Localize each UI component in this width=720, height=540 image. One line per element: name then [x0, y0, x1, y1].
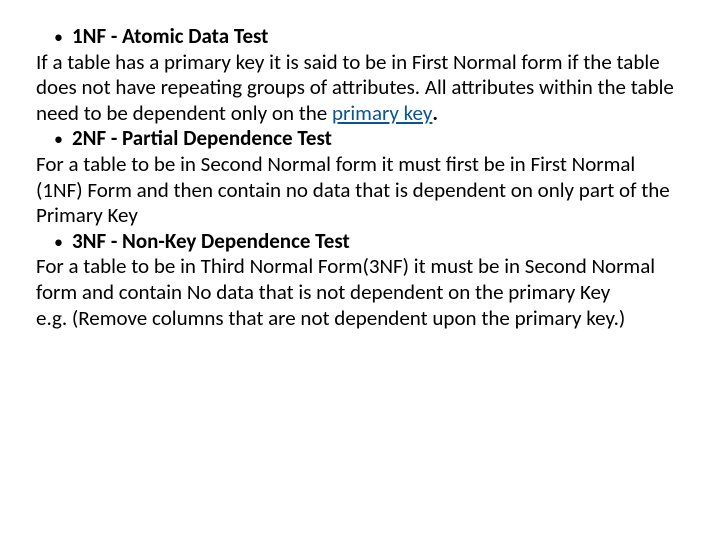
bullet-2nf-body: For a table to be in Second Normal form … — [36, 152, 684, 229]
bullet-icon: • — [54, 232, 72, 254]
bullet-1nf-title: 1NF - Atomic Data Test — [72, 24, 268, 50]
primary-key-link[interactable]: primary key — [332, 100, 432, 126]
bullet-3nf: • 3NF - Non-Key Dependence Test — [36, 229, 684, 255]
slide-content: • 1NF - Atomic Data Test If a table has … — [36, 24, 684, 331]
bullet-2nf-title: 2NF - Partial Dependence Test — [72, 126, 332, 152]
bullet-icon: • — [54, 129, 72, 151]
bullet-3nf-example: e.g. (Remove columns that are not depend… — [36, 306, 684, 332]
bullet-2nf: • 2NF - Partial Dependence Test — [36, 126, 684, 152]
bullet-1nf-body: If a table has a primary key it is said … — [36, 50, 684, 127]
slide: • 1NF - Atomic Data Test If a table has … — [0, 0, 720, 540]
bullet-3nf-title: 3NF - Non-Key Dependence Test — [72, 229, 350, 255]
bullet-1nf: • 1NF - Atomic Data Test — [36, 24, 684, 50]
bullet-icon: • — [54, 27, 72, 49]
bullet-3nf-body: For a table to be in Third Normal Form(3… — [36, 254, 684, 305]
bullet-1nf-period: . — [432, 100, 438, 126]
